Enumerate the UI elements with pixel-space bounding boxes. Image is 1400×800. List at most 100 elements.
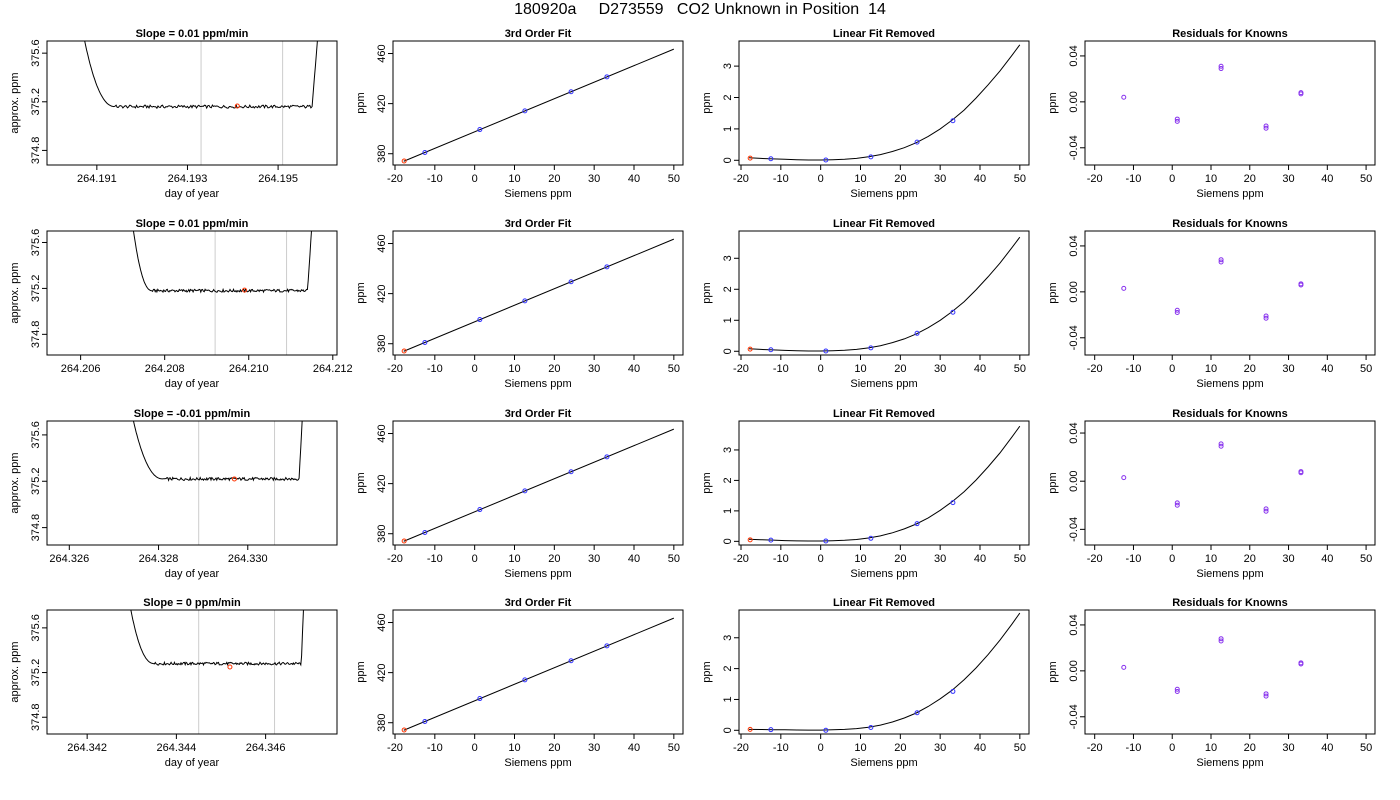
y-axis-label: ppm	[701, 282, 713, 303]
chart-title: 3rd Order Fit	[505, 408, 572, 420]
y-tick-label: 374.8	[30, 703, 42, 731]
y-axis-label: ppm	[701, 92, 713, 113]
x-axis-label: day of year	[165, 757, 220, 769]
residual-point	[1218, 636, 1224, 642]
plot-area	[747, 612, 1021, 733]
x-tick-label: -20	[733, 363, 749, 375]
x-tick-label: 50	[668, 173, 680, 185]
x-tick-label: 0	[1169, 742, 1175, 754]
chart-title: Linear Fit Removed	[833, 218, 935, 230]
x-tick-label: 20	[1244, 553, 1256, 565]
y-tick-label: 375.2	[30, 659, 42, 687]
unknown-point	[231, 476, 237, 482]
fit-curve	[748, 612, 1021, 731]
plot-frame	[46, 40, 338, 166]
residual-point	[1121, 475, 1127, 481]
x-tick-label: 10	[508, 173, 520, 185]
x-tick-label: 264.330	[228, 553, 268, 565]
y-axis-label: ppm	[1047, 282, 1059, 303]
x-tick-label: -10	[1126, 173, 1142, 185]
plot-area	[401, 238, 675, 354]
x-tick-label: 40	[628, 363, 640, 375]
x-tick-label: 10	[854, 173, 866, 185]
x-tick-label: 40	[1321, 553, 1333, 565]
known-point	[422, 529, 428, 535]
known-point	[568, 469, 574, 475]
x-axis-label: Siemens ppm	[850, 378, 917, 390]
y-tick-label: 380	[376, 145, 388, 163]
x-tick-label: -10	[1126, 742, 1142, 754]
residual-point	[1174, 502, 1180, 508]
y-tick-label: 380	[376, 714, 388, 732]
y-tick-label: 460	[376, 613, 388, 631]
x-tick-label: 10	[854, 553, 866, 565]
known-point	[823, 727, 829, 733]
y-tick-label: 1	[722, 508, 734, 514]
unknown-point	[401, 158, 407, 164]
x-tick-label: -20	[387, 363, 403, 375]
known-point	[914, 521, 920, 527]
x-tick-label: 264.208	[145, 363, 185, 375]
x-tick-label: 10	[1205, 553, 1217, 565]
plot-frame	[1084, 230, 1376, 356]
chart-title: Residuals for Knowns	[1172, 28, 1288, 40]
x-tick-label: 0	[1169, 553, 1175, 565]
x-tick-label: 50	[1014, 173, 1026, 185]
known-point	[477, 507, 483, 513]
x-tick-label: -20	[733, 173, 749, 185]
unknown-point	[747, 155, 753, 161]
known-point	[914, 710, 920, 716]
x-tick-label: 264.212	[313, 363, 353, 375]
known-point	[950, 118, 956, 124]
y-tick-label: 3	[722, 635, 734, 641]
chart-title: Slope = 0 ppm/min	[143, 597, 241, 609]
y-tick-label: 1	[722, 696, 734, 702]
unknown-point	[747, 726, 753, 732]
x-axis-label: Siemens ppm	[850, 757, 917, 769]
x-tick-label: -20	[733, 742, 749, 754]
panel-timeseries-2: Slope = -0.01 ppm/min 264.326 264.328 264.3…	[9, 408, 338, 580]
y-tick-label: 0.00	[1068, 470, 1080, 491]
known-point	[768, 347, 774, 353]
y-axis-label: ppm	[355, 472, 367, 493]
plot-area	[132, 231, 312, 355]
known-point	[823, 348, 829, 354]
x-tick-label: 264.328	[139, 553, 179, 565]
residual-point	[1174, 500, 1180, 506]
x-tick-label: -10	[1126, 363, 1142, 375]
x-tick-label: 50	[668, 363, 680, 375]
panel-residuals-0: Residuals for Knowns -20 -10 0 10 20 30 40 50 -0.…	[1047, 28, 1376, 200]
known-point	[868, 725, 874, 731]
y-axis-label: ppm	[1047, 92, 1059, 113]
x-tick-label: -20	[1087, 363, 1103, 375]
y-axis-label: approx. ppm	[9, 72, 21, 133]
y-tick-label: 3	[722, 255, 734, 261]
x-tick-label: 0	[472, 553, 478, 565]
y-axis-label: approx. ppm	[9, 641, 21, 702]
plot-frame	[46, 230, 338, 356]
x-tick-label: -20	[387, 173, 403, 185]
x-tick-label: -20	[1087, 173, 1103, 185]
panel-residuals-2: Residuals for Knowns -20 -10 0 10 20 30 40 50 -0.…	[1047, 408, 1376, 580]
x-tick-label: 30	[934, 173, 946, 185]
y-tick-label: 0.04	[1068, 614, 1080, 635]
x-tick-label: 20	[894, 742, 906, 754]
plot-frame	[392, 609, 684, 735]
plot-area	[747, 44, 1021, 163]
x-tick-label: 40	[1321, 363, 1333, 375]
x-tick-label: 10	[508, 553, 520, 565]
panel-linear_removed-2: Linear Fit Removed -20 -10 0 10 20 30 40 50 0 1 2 3 S…	[701, 408, 1030, 580]
plot-frame	[738, 609, 1030, 735]
panel-linear_removed-1: Linear Fit Removed -20 -10 0 10 20 30 40 50 0 1 2 3 S…	[701, 218, 1030, 390]
y-tick-label: 0	[722, 727, 734, 733]
x-tick-label: 264.346	[246, 742, 286, 754]
chart-title: 3rd Order Fit	[505, 28, 572, 40]
x-tick-label: 264.344	[157, 742, 197, 754]
y-tick-label: 420	[376, 94, 388, 112]
residual-point	[1174, 689, 1180, 695]
y-tick-label: 374.8	[30, 137, 42, 165]
x-tick-label: 20	[1244, 742, 1256, 754]
x-tick-label: 40	[1321, 742, 1333, 754]
x-tick-label: 30	[934, 553, 946, 565]
series-line	[130, 610, 304, 667]
